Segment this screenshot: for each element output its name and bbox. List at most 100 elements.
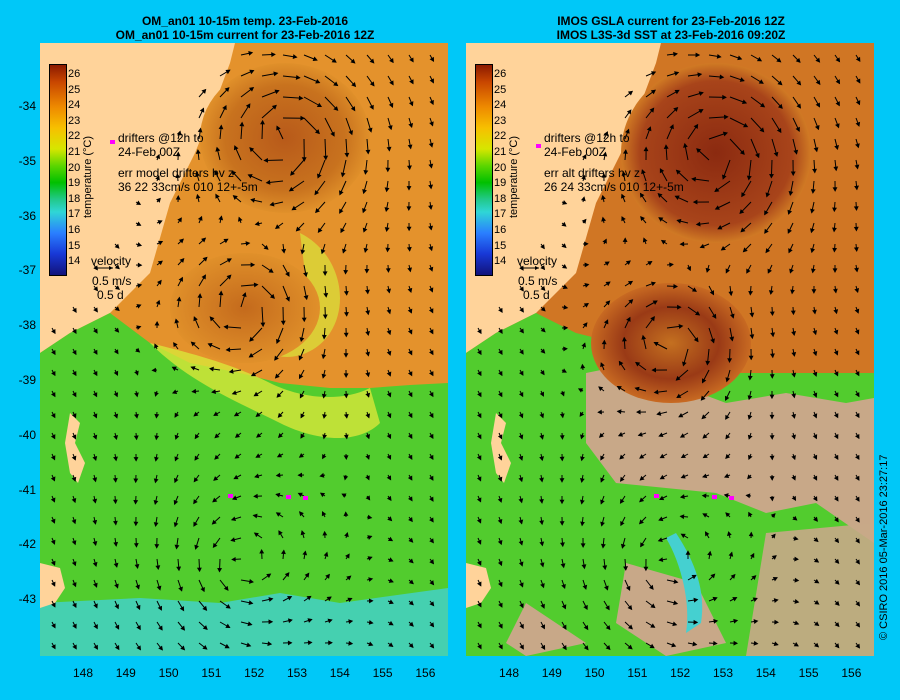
current-arrowhead — [834, 600, 840, 606]
current-arrowhead — [114, 645, 120, 651]
current-arrowhead — [835, 123, 840, 129]
current-arrowhead — [386, 288, 392, 294]
current-arrowhead — [640, 542, 645, 548]
current-arrowhead — [276, 338, 281, 344]
current-arrowhead — [765, 192, 771, 198]
current-arrowhead — [213, 411, 219, 416]
current-arrowhead — [579, 477, 585, 483]
current-arrowhead — [853, 206, 859, 211]
current-arrowhead — [598, 432, 604, 438]
current-arrowhead — [539, 413, 544, 419]
current-arrowhead — [760, 102, 766, 108]
current-arrowhead — [195, 149, 201, 154]
current-arrowhead — [741, 99, 748, 104]
current-arrowhead — [250, 197, 256, 203]
current-arrowhead — [497, 518, 503, 525]
lon-tick-label: 155 — [798, 666, 819, 680]
current-arrowhead — [673, 579, 679, 584]
current-arrowhead — [639, 454, 645, 459]
current-arrowhead — [563, 346, 568, 352]
current-arrowhead — [322, 271, 328, 276]
current-arrowhead — [724, 395, 730, 401]
current-arrowhead — [153, 500, 159, 506]
current-arrowhead — [225, 69, 231, 75]
current-arrowhead — [428, 205, 433, 210]
current-arrowhead — [855, 496, 860, 502]
current-arrowhead — [153, 522, 159, 527]
current-arrowhead — [580, 456, 585, 462]
current-arrowhead — [855, 580, 861, 586]
current-arrowhead — [791, 351, 797, 357]
current-arrowhead — [747, 375, 753, 381]
current-arrowhead — [386, 146, 392, 152]
current-arrowhead — [793, 642, 799, 647]
current-arrowhead — [833, 371, 839, 377]
current-arrowhead — [51, 392, 56, 398]
right-satellite-map[interactable] — [466, 43, 874, 656]
current-arrowhead — [518, 477, 524, 483]
current-arrowhead — [814, 557, 820, 563]
current-arrowhead — [561, 604, 567, 610]
left-model-map[interactable] — [40, 43, 448, 656]
current-arrowhead — [745, 493, 751, 499]
current-arrowhead — [200, 587, 205, 593]
current-arrowhead — [295, 226, 301, 232]
current-arrowhead — [365, 392, 371, 398]
current-arrowhead — [659, 474, 665, 480]
current-arrowhead — [307, 618, 313, 623]
current-arrowhead — [748, 290, 754, 296]
current-arrowhead — [855, 475, 860, 481]
current-arrowhead — [539, 477, 544, 483]
current-arrowhead — [253, 391, 259, 397]
current-arrowhead — [813, 516, 818, 522]
current-arrowhead — [673, 600, 679, 606]
current-arrowhead — [810, 268, 816, 274]
current-arrowhead — [72, 370, 77, 377]
current-arrowhead — [695, 221, 701, 227]
current-arrowhead — [408, 496, 413, 502]
current-arrowhead — [833, 350, 839, 356]
current-arrowhead — [306, 595, 312, 601]
current-arrowhead — [561, 583, 566, 590]
current-arrowhead — [559, 521, 565, 526]
current-arrowhead — [253, 493, 258, 499]
current-arrowhead — [316, 102, 323, 107]
current-arrowhead — [233, 474, 239, 480]
current-arrowhead — [597, 409, 602, 415]
current-arrowhead — [347, 597, 353, 603]
current-arrowhead — [540, 583, 545, 589]
colorbar-tick-label: 14 — [68, 255, 81, 268]
current-arrowhead — [239, 121, 245, 127]
current-arrowhead — [429, 329, 434, 335]
current-arrowhead — [367, 556, 373, 561]
current-arrowhead — [321, 334, 327, 340]
current-arrowhead — [225, 623, 231, 629]
current-arrowhead — [92, 561, 98, 568]
current-arrowhead — [519, 307, 524, 313]
right-colorbar — [475, 64, 493, 276]
current-arrowhead — [769, 311, 775, 317]
current-arrowhead — [721, 174, 727, 180]
current-arrowhead — [343, 291, 349, 296]
current-arrowhead — [428, 184, 434, 190]
current-arrowhead — [746, 175, 752, 181]
current-arrowhead — [623, 566, 629, 571]
current-arrowhead — [790, 289, 795, 295]
right-warm-eddy-north — [621, 63, 811, 243]
current-arrowhead — [519, 286, 524, 292]
current-arrowhead — [72, 307, 77, 314]
lon-tick-label: 152 — [244, 666, 265, 680]
current-arrowhead — [323, 155, 329, 161]
current-arrowhead — [388, 557, 394, 562]
current-arrowhead — [113, 413, 119, 419]
current-arrowhead — [222, 104, 227, 111]
current-arrowhead — [154, 413, 160, 419]
current-arrowhead — [429, 121, 434, 127]
current-arrowhead — [344, 152, 350, 158]
current-arrowhead — [331, 58, 337, 63]
current-arrowhead — [287, 640, 293, 646]
current-arrowhead — [246, 642, 252, 648]
current-arrowhead — [812, 371, 818, 377]
colorbar-tick-label: 15 — [494, 239, 507, 252]
current-arrowhead — [155, 299, 161, 305]
